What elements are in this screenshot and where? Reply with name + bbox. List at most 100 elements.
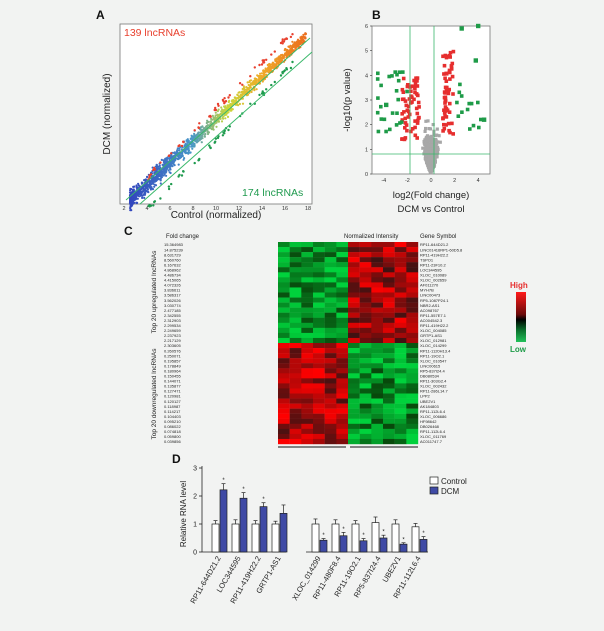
scatter-point: [278, 55, 281, 58]
scatter-point: [256, 74, 259, 77]
heatmap-cell: [359, 272, 372, 278]
down-point: [379, 104, 383, 109]
heatmap-cell: [371, 242, 384, 248]
scatter-point: [255, 88, 258, 91]
scatter-point: [260, 77, 263, 80]
heatmap-cell: [394, 317, 407, 323]
heatmap-cell: [313, 322, 325, 329]
scatter-point: [154, 184, 158, 187]
heatmap-cell: [336, 358, 349, 364]
ns-point: [428, 143, 432, 148]
up-point: [400, 87, 405, 92]
down-point: [375, 77, 380, 81]
up-point: [415, 84, 420, 88]
ns-point: [430, 145, 434, 150]
ns-point: [426, 154, 431, 158]
downregulated-point: [279, 74, 283, 77]
heatmap-cell: [289, 242, 302, 248]
downregulated-point: [281, 70, 284, 74]
downregulated-point: [270, 83, 273, 87]
heatmap-cell: [406, 398, 419, 404]
heatmap-cell: [394, 368, 407, 374]
heatmap-cell: [301, 262, 314, 268]
heatmap-cell: [394, 242, 407, 248]
heatmap-cell: [313, 353, 325, 359]
scatter-point: [199, 126, 203, 129]
heatmap-cell: [336, 317, 349, 323]
heatmap-cell: [348, 252, 360, 258]
heatmap-cell: [278, 438, 290, 445]
scatter-point: [192, 142, 195, 145]
scatter-point: [182, 158, 185, 161]
heatmap-cell: [348, 393, 360, 399]
heatmap-cell: [301, 252, 314, 258]
heatmap-cell: [383, 297, 395, 303]
ns-point: [431, 149, 435, 153]
down-point: [469, 101, 474, 106]
heatmap-cell: [313, 398, 325, 404]
up-point: [413, 90, 417, 95]
upregulated-point: [153, 166, 156, 170]
scatter-point: [174, 153, 178, 156]
ns-point: [424, 154, 428, 158]
up-point: [448, 101, 452, 106]
heatmap-cell: [301, 393, 314, 399]
bar-control: [351, 523, 360, 553]
heatmap-cell: [371, 247, 384, 253]
heatmap-cell: [289, 343, 302, 349]
heatmap-cell: [348, 403, 360, 409]
fold-change-value: 2.299534: [164, 323, 181, 328]
x-tick-label: 16: [282, 206, 288, 212]
gene-symbol-column: RP11-644D21.2LINC01416RP1-60D5.8RP11-419…: [420, 242, 463, 444]
up-point: [403, 121, 408, 125]
scatter-point: [262, 69, 266, 72]
scatter-point: [263, 72, 266, 76]
heatmap-cell: [359, 292, 372, 298]
heatmap-cell: [289, 393, 302, 399]
up-point: [415, 136, 419, 140]
up-point: [403, 99, 408, 103]
upregulated-point: [262, 59, 266, 62]
heatmap-cell: [278, 378, 290, 384]
heatmap-cell: [406, 438, 419, 445]
heatmap-cell: [406, 388, 419, 394]
heatmap-cell: [289, 257, 302, 263]
heatmap-cell: [394, 353, 407, 359]
heatmap-cell: [289, 398, 302, 404]
up-point: [404, 123, 409, 127]
ns-point: [436, 140, 440, 144]
scatter-point: [201, 137, 204, 140]
legend-dcm: DCM: [441, 487, 460, 496]
up-point: [448, 77, 452, 81]
fold-change-value: 3.030774: [164, 303, 181, 308]
heatmap-cell: [383, 428, 395, 435]
gene-symbol: XLOC_010089: [420, 273, 447, 278]
heatmap-cell: [406, 403, 419, 409]
heatmap-cell: [324, 353, 337, 359]
heatmap-cell: [289, 252, 302, 258]
scatter-point: [261, 80, 264, 83]
heatmap-cell: [394, 277, 407, 283]
heatmap-cell: [394, 337, 407, 344]
heatmap-cell: [301, 317, 314, 323]
significance-star: *: [382, 530, 385, 536]
down-point: [388, 127, 392, 132]
upregulated-point: [281, 38, 284, 41]
bars: * * * * * * * * *: [211, 478, 428, 553]
up-point: [447, 53, 452, 58]
panel-a-letter: A: [96, 8, 105, 22]
heatmap-cell: [324, 413, 337, 419]
scatter-point: [224, 117, 227, 120]
heatmap-cell: [406, 287, 419, 293]
heatmap-cell: [336, 292, 349, 298]
heatmap-cell: [301, 418, 314, 424]
down-point: [405, 89, 409, 94]
heatmap-cell: [289, 378, 302, 384]
ns-point: [435, 154, 439, 159]
y-tick-label: 1: [193, 522, 197, 529]
heatmap-cell: [336, 428, 349, 435]
scatter-point: [224, 106, 227, 109]
scatter-point: [227, 100, 230, 104]
scatter-point: [209, 120, 212, 123]
x-tick-label: -2: [405, 178, 410, 184]
